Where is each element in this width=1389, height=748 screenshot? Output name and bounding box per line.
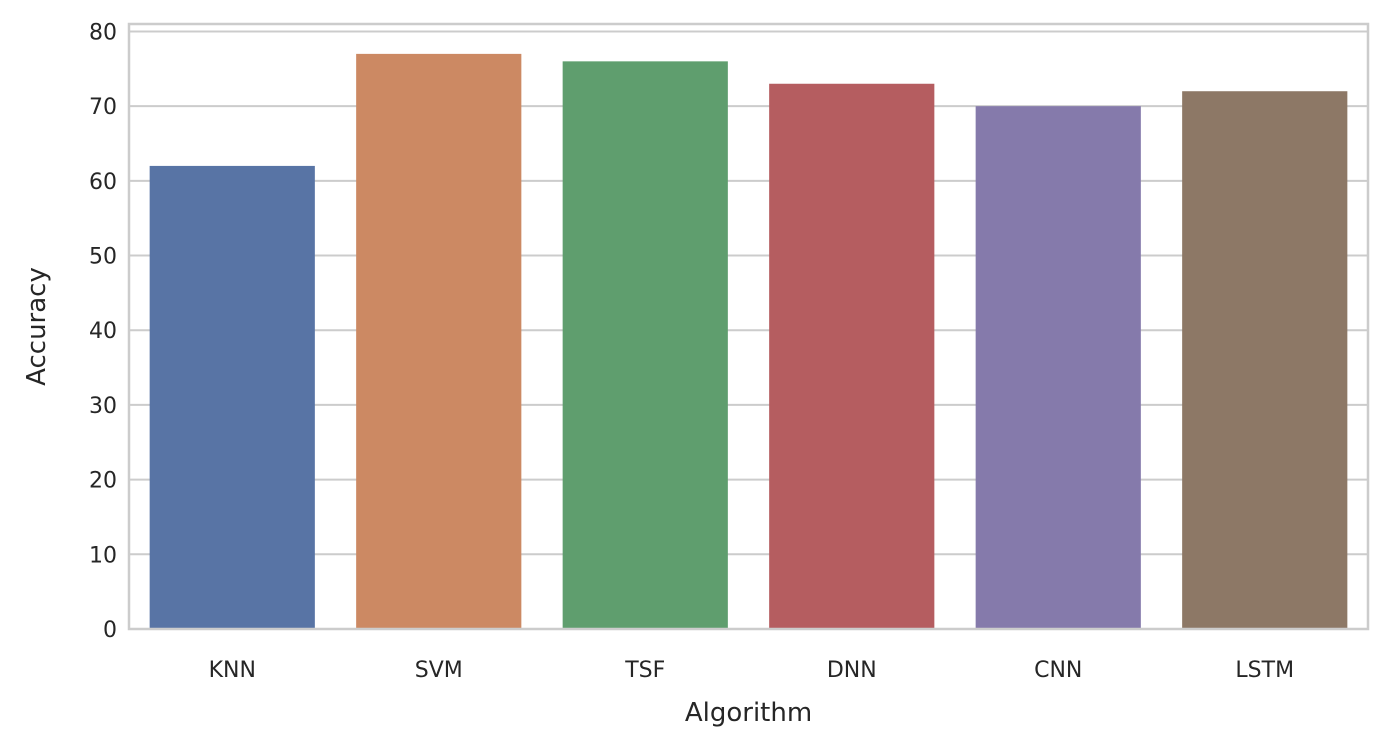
y-tick-label: 80: [89, 20, 117, 45]
y-tick-label: 20: [89, 469, 117, 494]
grid-lines: [129, 30, 1368, 630]
y-tick-label: 30: [89, 394, 117, 419]
bar-svm: [356, 53, 522, 630]
bar-cnn: [975, 106, 1141, 629]
y-tick-label: 70: [89, 95, 117, 120]
y-tick-label: 50: [89, 245, 117, 270]
bar-lstm: [1182, 91, 1348, 629]
y-tick-label: 0: [103, 618, 117, 643]
x-tick-labels: KNN SVM TSF DNN CNN LSTM: [209, 658, 1295, 683]
y-tick-labels: 0 10 20 30 40 50 60 70 80: [89, 20, 117, 643]
bar-tsf: [562, 61, 728, 629]
x-axis-label: Algorithm: [685, 698, 812, 728]
y-tick-label: 60: [89, 170, 117, 195]
y-axis-label: Accuracy: [22, 267, 52, 386]
x-tick-label-lstm: LSTM: [1235, 658, 1294, 683]
x-tick-label-dnn: DNN: [827, 658, 877, 683]
bars: [149, 53, 1348, 630]
y-tick-label: 10: [89, 543, 117, 568]
bar-dnn: [769, 83, 935, 629]
x-tick-label-svm: SVM: [415, 658, 463, 683]
x-tick-label-knn: KNN: [209, 658, 256, 683]
x-tick-label-tsf: TSF: [624, 658, 665, 683]
plot-frame: [127, 22, 1370, 631]
x-tick-label-cnn: CNN: [1034, 658, 1082, 683]
y-tick-label: 40: [89, 319, 117, 344]
bar-knn: [149, 165, 315, 629]
